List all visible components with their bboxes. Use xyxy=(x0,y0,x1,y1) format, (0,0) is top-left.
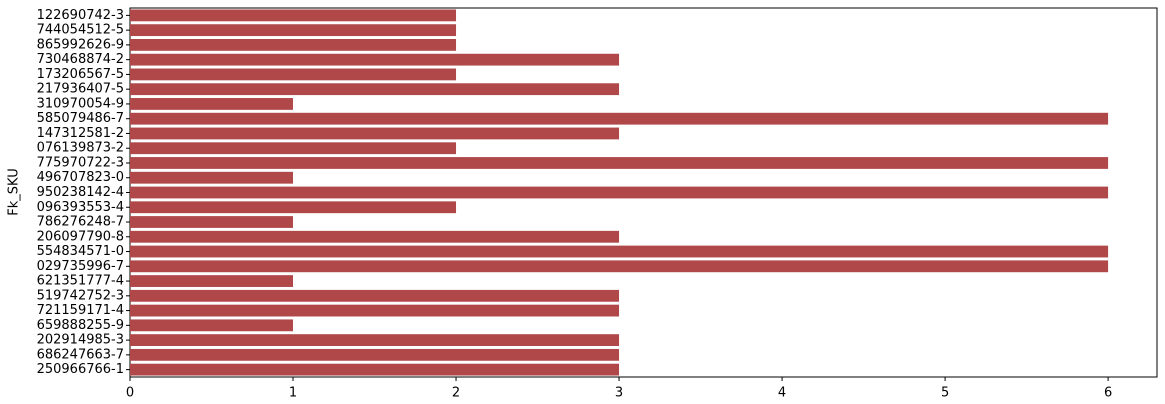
y-tick-label: 585079486-7 xyxy=(37,111,124,126)
bar xyxy=(130,216,294,228)
y-tick-label: 310970054-9 xyxy=(37,96,124,111)
y-tick-label: 659888255-9 xyxy=(37,318,124,333)
bar xyxy=(130,363,620,376)
y-tick-label: 206097790-8 xyxy=(37,229,124,244)
bar xyxy=(130,68,457,81)
y-tick-label: 029735996-7 xyxy=(37,259,124,274)
bar xyxy=(130,201,457,214)
bar xyxy=(130,289,620,302)
y-tick-label: 554834571-0 xyxy=(37,244,124,259)
bar xyxy=(130,53,620,66)
bar xyxy=(130,24,457,37)
bar xyxy=(130,9,457,22)
y-tick-label: 519742752-3 xyxy=(37,288,124,303)
bar xyxy=(130,304,620,317)
y-tick-label: 147312581-2 xyxy=(37,126,124,141)
y-tick-label: 744054512-5 xyxy=(37,23,124,38)
y-tick-label: 217936407-5 xyxy=(37,82,124,97)
x-tick-label: 0 xyxy=(126,386,134,401)
x-tick-label: 2 xyxy=(452,386,460,401)
y-tick-label: 786276248-7 xyxy=(37,215,124,230)
y-tick-label: 173206567-5 xyxy=(37,67,124,82)
y-tick-label: 202914985-3 xyxy=(37,333,124,348)
y-tick-label: 865992626-9 xyxy=(37,37,124,52)
bar xyxy=(130,112,1109,125)
x-tick-label: 1 xyxy=(289,386,297,401)
bar xyxy=(130,186,1109,199)
x-tick-label: 6 xyxy=(1104,386,1112,401)
bar xyxy=(130,230,620,243)
y-axis-label: Fk_SKU xyxy=(7,168,22,215)
x-tick-label: 4 xyxy=(778,386,786,401)
y-tick-label: 621351777-4 xyxy=(37,274,124,289)
y-tick-label: 096393553-4 xyxy=(37,200,124,215)
bar xyxy=(130,348,620,361)
bar xyxy=(130,334,620,347)
bar xyxy=(130,319,294,332)
y-tick-label: 496707823-0 xyxy=(37,170,124,185)
bar xyxy=(130,171,294,184)
bar xyxy=(130,245,1109,258)
y-tick-label: 076139873-2 xyxy=(37,141,124,156)
bar xyxy=(130,260,1109,273)
y-tick-label: 730468874-2 xyxy=(37,52,124,67)
x-tick-label: 3 xyxy=(615,386,623,401)
bar xyxy=(130,83,620,96)
y-tick-label: 122690742-3 xyxy=(37,8,124,23)
y-tick-label: 250966766-1 xyxy=(37,362,124,377)
bar xyxy=(130,157,1109,169)
x-tick-label: 5 xyxy=(941,386,949,401)
bar xyxy=(130,142,457,155)
bar xyxy=(130,275,294,287)
y-tick-label: 950238142-4 xyxy=(37,185,124,200)
bar xyxy=(130,38,457,51)
bar xyxy=(130,98,294,110)
y-tick-label: 721159171-4 xyxy=(37,303,124,318)
y-tick-label: 686247663-7 xyxy=(37,347,124,362)
y-tick-label: 775970722-3 xyxy=(37,155,124,170)
bar xyxy=(130,127,620,140)
